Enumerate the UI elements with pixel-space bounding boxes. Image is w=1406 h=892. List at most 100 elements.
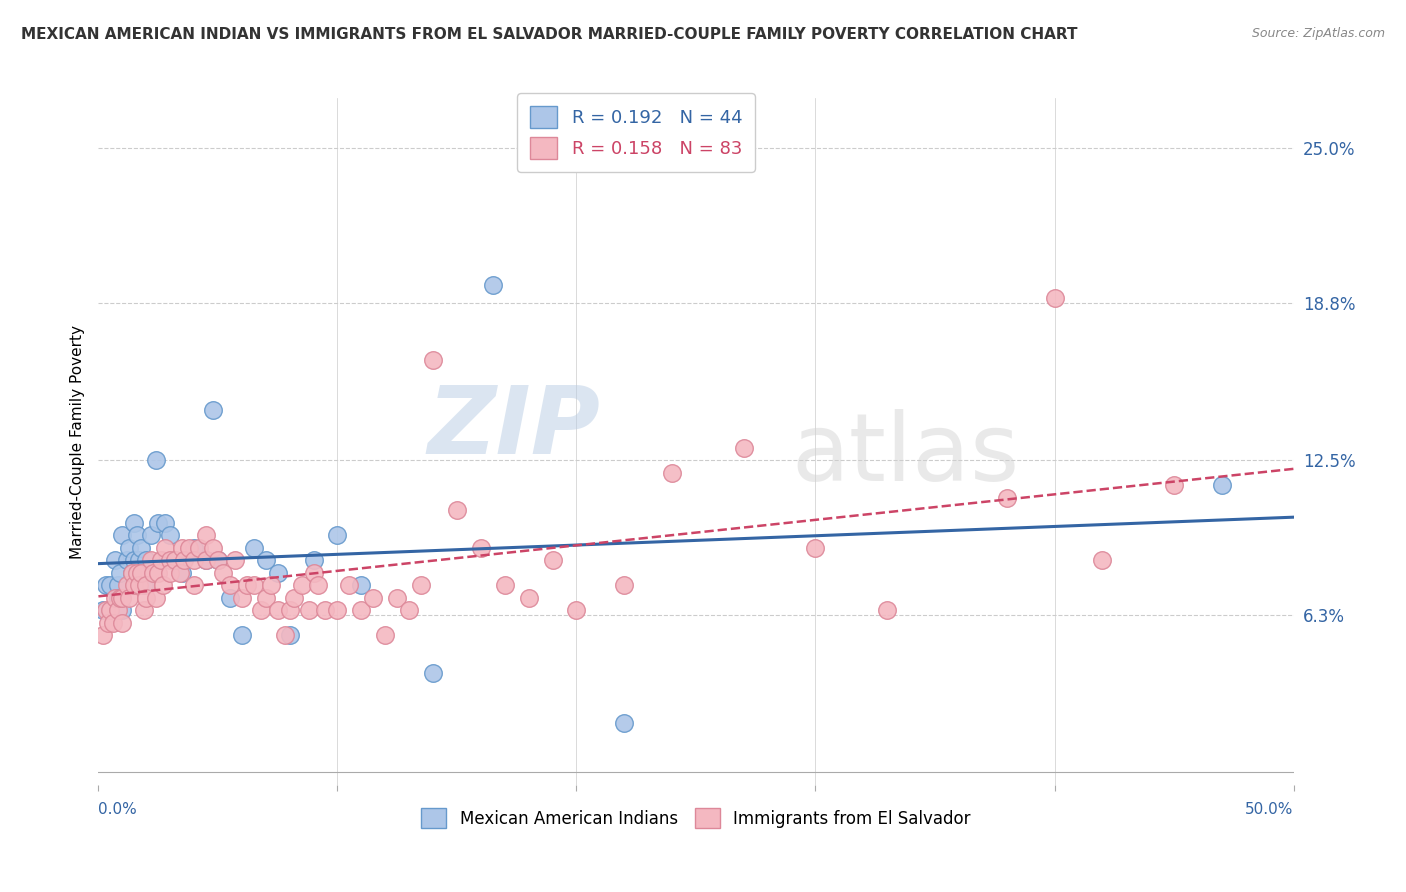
Text: 0.0%: 0.0% (98, 802, 138, 817)
Point (202, 541, 225, 555)
Point (187, 541, 209, 555)
Point (159, 553, 181, 567)
Point (118, 541, 141, 555)
Point (219, 591, 242, 605)
Point (108, 566, 131, 580)
Point (565, 603, 588, 617)
Point (470, 541, 492, 555)
Point (145, 453, 167, 467)
Point (422, 353, 444, 368)
Point (254, 591, 277, 605)
Point (259, 578, 281, 592)
Point (302, 566, 325, 580)
Point (131, 566, 153, 580)
Point (202, 403, 225, 417)
Point (115, 553, 138, 567)
Point (172, 566, 194, 580)
Point (1091, 553, 1114, 567)
Point (1163, 478, 1185, 492)
Point (173, 553, 195, 567)
Point (107, 603, 129, 617)
Point (350, 603, 373, 617)
Point (121, 566, 143, 580)
Point (339, 578, 361, 592)
Point (224, 553, 246, 567)
Point (183, 553, 205, 567)
Point (111, 603, 134, 617)
Point (139, 528, 162, 542)
Text: ZIP: ZIP (427, 382, 600, 474)
Point (145, 591, 167, 605)
Point (291, 578, 314, 592)
Point (94, 603, 117, 617)
Point (219, 578, 242, 592)
Point (876, 603, 898, 617)
Point (91, 603, 114, 617)
Point (148, 516, 170, 530)
Point (207, 553, 229, 567)
Point (250, 603, 273, 617)
Point (121, 566, 143, 580)
Point (385, 591, 409, 605)
Point (104, 591, 127, 605)
Point (111, 615, 134, 630)
Point (278, 603, 301, 617)
Point (446, 503, 468, 517)
Point (207, 553, 229, 567)
Point (125, 566, 148, 580)
Point (398, 603, 420, 617)
Point (661, 466, 683, 480)
Point (169, 566, 191, 580)
Point (267, 566, 290, 580)
Point (613, 578, 636, 592)
Point (183, 578, 205, 592)
Point (350, 578, 373, 592)
Point (159, 566, 181, 580)
Point (91, 628, 114, 642)
Point (101, 615, 124, 630)
Point (254, 553, 277, 567)
Point (124, 553, 146, 567)
Point (148, 566, 170, 580)
Point (274, 628, 297, 642)
Point (541, 553, 564, 567)
Point (98, 578, 122, 592)
Point (195, 553, 218, 567)
Point (231, 591, 253, 605)
Point (124, 516, 146, 530)
Text: Source: ZipAtlas.com: Source: ZipAtlas.com (1251, 27, 1385, 40)
Point (195, 528, 218, 542)
Point (195, 553, 218, 567)
Point (111, 591, 134, 605)
Point (235, 578, 257, 592)
Point (422, 665, 444, 680)
Point (155, 516, 177, 530)
Point (302, 553, 325, 567)
Point (183, 541, 205, 555)
Point (107, 578, 129, 592)
Text: atlas: atlas (792, 409, 1019, 501)
Point (307, 578, 329, 592)
Point (124, 578, 146, 592)
Text: 50.0%: 50.0% (1246, 802, 1294, 817)
Point (211, 566, 233, 580)
Point (243, 541, 266, 555)
Point (125, 528, 148, 542)
Point (231, 628, 253, 642)
Point (155, 541, 177, 555)
Point (1211, 478, 1233, 492)
Point (411, 578, 433, 592)
Point (98, 603, 122, 617)
Point (135, 591, 157, 605)
Point (278, 628, 301, 642)
Point (363, 591, 385, 605)
Point (115, 578, 138, 592)
Point (107, 591, 129, 605)
Point (267, 603, 290, 617)
Point (135, 578, 157, 592)
Point (135, 553, 157, 567)
Point (179, 541, 201, 555)
Y-axis label: Married-Couple Family Poverty: Married-Couple Family Poverty (69, 325, 84, 558)
Point (517, 591, 540, 605)
Point (98, 603, 122, 617)
